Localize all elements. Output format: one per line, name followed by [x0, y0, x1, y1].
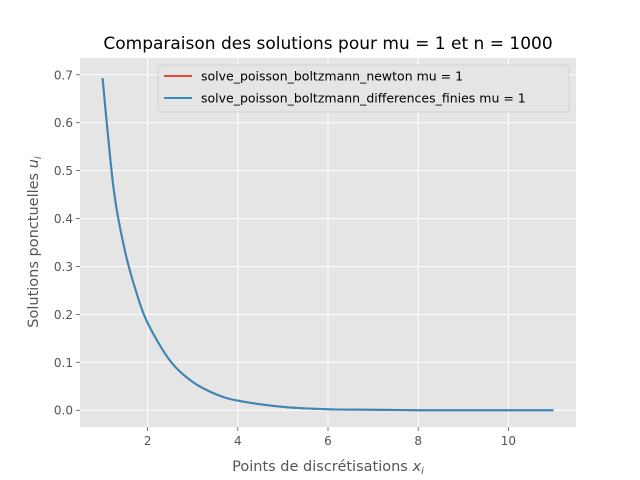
legend-entry-differences-finies: solve_poisson_boltzmann_differences_fini…: [201, 91, 526, 106]
x-tick-label: 6: [324, 434, 332, 448]
y-axis-label-text: Solutions ponctuelles: [26, 173, 42, 328]
y-tick-label: 0.6: [54, 116, 73, 130]
x-axis-label: Points de discrétisations xi: [232, 459, 424, 477]
series-lines: [101, 78, 554, 412]
y-axis-ticks: 0.0 0.1 0.2 0.3 0.4 0.5 0.6 0.7: [54, 68, 80, 418]
y-axis-label: Solutions ponctuelles ui: [26, 156, 44, 328]
chart-title: Comparaison des solutions pour mu = 1 et…: [103, 34, 552, 54]
y-tick-label: 0.0: [54, 404, 73, 418]
y-tick-label: 0.4: [54, 212, 73, 226]
x-tick-label: 10: [501, 434, 516, 448]
y-axis-label-sub: i: [33, 156, 44, 159]
x-axis-label-math: x: [411, 459, 421, 475]
x-axis-label-text: Points de discrétisations: [232, 459, 408, 475]
y-tick-label: 0.5: [54, 164, 73, 178]
x-axis-ticks: 2 4 6 8 10: [144, 427, 516, 448]
legend-entry-newton: solve_poisson_boltzmann_newton mu = 1: [201, 69, 463, 84]
x-tick-label: 4: [234, 434, 242, 448]
x-axis-label-sub: i: [421, 466, 424, 477]
y-tick-label: 0.3: [54, 260, 73, 274]
y-axis-label-math: u: [26, 159, 42, 168]
series-line-differences-finies: [101, 78, 554, 412]
y-tick-label: 0.2: [54, 308, 73, 322]
y-tick-label: 0.7: [54, 68, 73, 82]
x-tick-label: 8: [414, 434, 422, 448]
legend: solve_poisson_boltzmann_newton mu = 1 so…: [157, 64, 570, 113]
x-tick-label: 2: [144, 434, 152, 448]
legend-box: [157, 64, 570, 113]
y-tick-label: 0.1: [54, 356, 73, 370]
